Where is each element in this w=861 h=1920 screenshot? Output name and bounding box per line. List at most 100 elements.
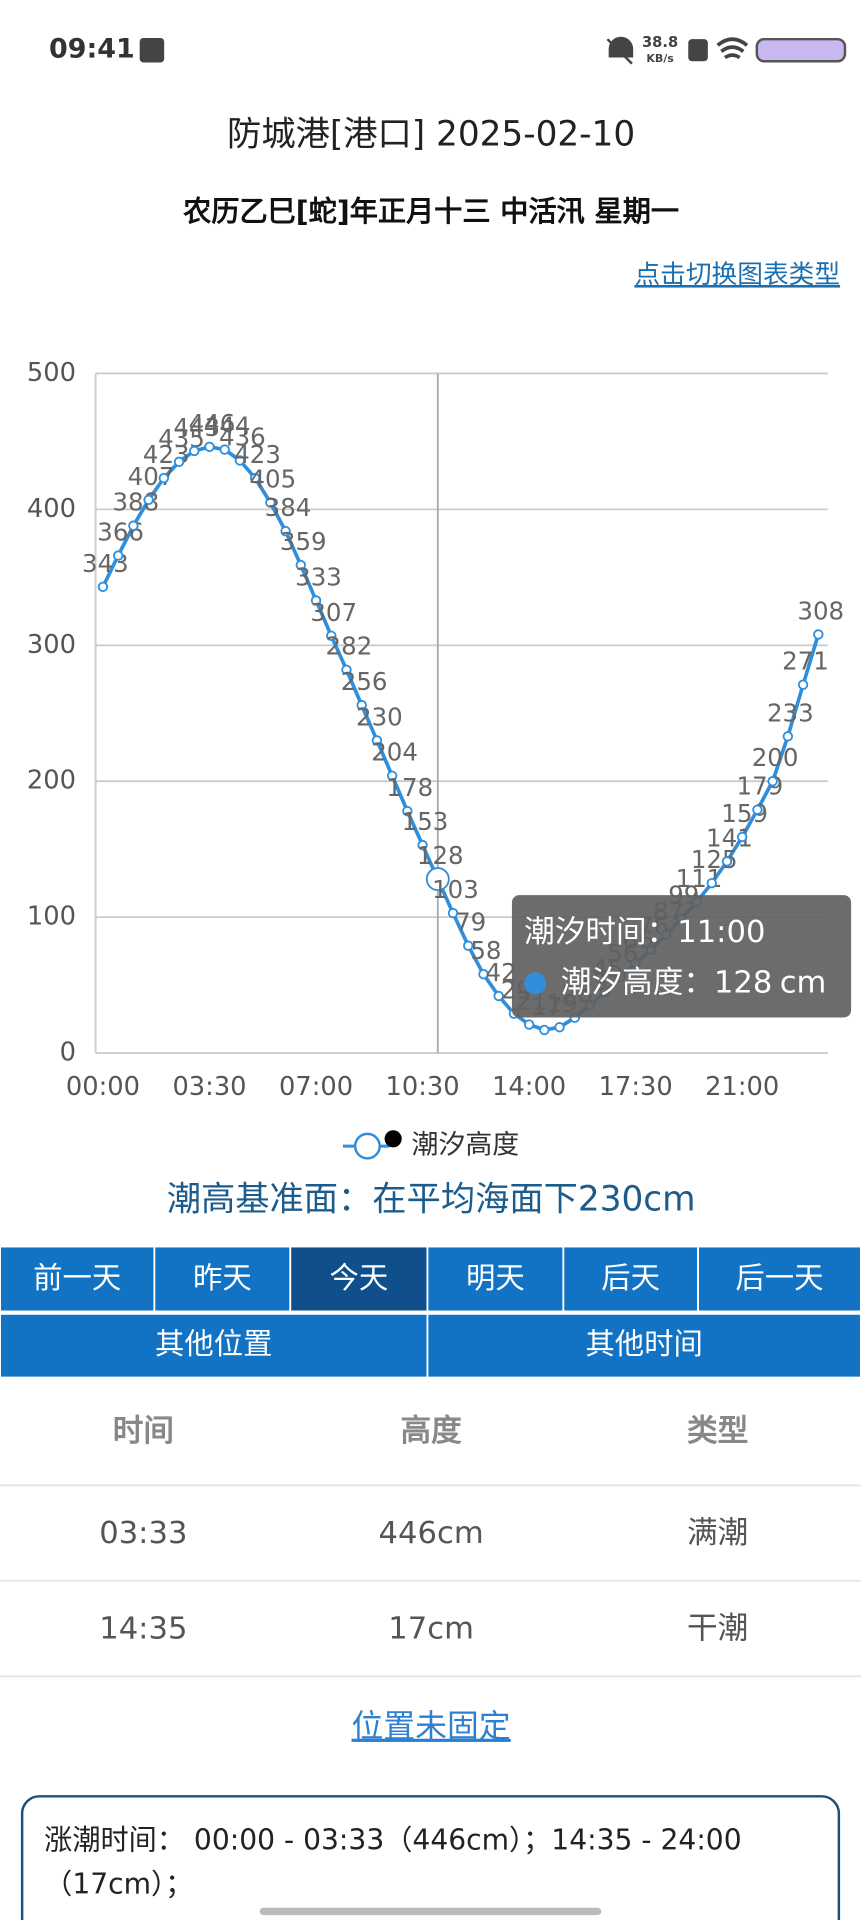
x-tick-label: 14:00 [492, 1072, 566, 1102]
data-point [402, 805, 413, 817]
y-tick-label: 100 [27, 902, 76, 932]
data-point [706, 877, 717, 889]
data-label: 204 [371, 738, 418, 767]
nav-button-label[interactable]: 后一天 [735, 1261, 823, 1295]
info-line: 涨潮时间： 00:00 - 03:33（446cm）；14:35 - 24:00 [44, 1824, 741, 1857]
data-point [341, 664, 352, 675]
nav-button-label[interactable]: 前一天 [33, 1261, 121, 1295]
data-label: 308 [797, 596, 844, 625]
data-point [295, 559, 307, 571]
y-tick-label: 400 [27, 494, 76, 524]
data-label: 405 [249, 465, 296, 494]
net-speed: 38.8 [642, 34, 678, 51]
table-header: 时间 [113, 1414, 174, 1449]
data-point [417, 839, 428, 851]
legend-dot [384, 1130, 402, 1148]
data-point [204, 441, 215, 453]
data-label: 178 [386, 773, 433, 802]
data-point [97, 581, 109, 593]
data-label: 42 [486, 958, 517, 987]
table-cell: 干潮 [687, 1611, 748, 1646]
nav-button[interactable] [426, 1245, 565, 1313]
data-label: 366 [97, 518, 144, 547]
data-point [234, 455, 246, 466]
data-point [249, 472, 261, 484]
nav-button-label[interactable]: 其他时间 [585, 1327, 703, 1361]
data-label: 230 [356, 702, 403, 731]
data-point [356, 699, 367, 711]
tooltip-marker [524, 972, 547, 995]
data-label: 179 [737, 772, 784, 801]
datum-note: 潮高基准面：在平均海面下230cm [167, 1180, 696, 1220]
data-label: 359 [280, 527, 327, 556]
nav-button[interactable] [0, 1312, 429, 1379]
nav-button[interactable] [426, 1312, 861, 1379]
data-point [386, 770, 398, 781]
switch-chart-link[interactable]: 点击切换图表类型 [634, 260, 840, 290]
info-line: （17cm）； [44, 1868, 193, 1901]
table-cell: 03:33 [99, 1516, 187, 1551]
legend-label[interactable]: 潮汐高度 [412, 1130, 520, 1161]
data-label: 271 [782, 647, 829, 676]
tooltip-height-label: 潮汐高度： [561, 965, 714, 1000]
data-label: 58 [470, 936, 501, 965]
tide-chart: 0 100 200 300 400 500 00:00 03:30 07:00 10:30 14:0… [27, 358, 852, 1102]
net-unit: KB/s [646, 52, 674, 65]
data-label: 153 [402, 807, 449, 836]
data-label: 233 [767, 698, 814, 727]
data-point [493, 990, 504, 1002]
table-cell: 446cm [379, 1516, 484, 1551]
data-label: 307 [310, 598, 357, 627]
tooltip-height-unit: cm [780, 965, 827, 1000]
data-label: 384 [265, 493, 312, 522]
table-cell: 14:35 [99, 1611, 187, 1646]
nav-button-label[interactable]: 今天 [329, 1261, 388, 1295]
data-point [158, 472, 170, 484]
y-tick-label: 0 [60, 1038, 76, 1068]
data-point [219, 444, 230, 455]
data-point [523, 1019, 535, 1030]
nav-button[interactable] [153, 1245, 292, 1313]
data-point [767, 776, 778, 787]
y-tick-label: 200 [27, 766, 76, 796]
nav-button[interactable] [697, 1245, 861, 1313]
data-point [310, 595, 322, 606]
data-label: 128 [417, 841, 464, 870]
data-point [265, 497, 276, 508]
y-tick-label: 300 [27, 630, 76, 660]
data-point [752, 804, 763, 815]
table-header: 高度 [401, 1414, 463, 1449]
data-point [782, 731, 794, 742]
battery-icon [755, 37, 847, 63]
nav-button-label[interactable]: 后天 [601, 1261, 660, 1295]
nav-button-label[interactable]: 其他位置 [155, 1327, 273, 1361]
nav-button[interactable] [289, 1245, 429, 1313]
data-point [554, 1022, 565, 1033]
legend-marker [353, 1132, 381, 1160]
data-point [425, 867, 450, 892]
data-point [797, 679, 809, 690]
tide-table: 时间 高度 类型 03:33 446cm 满潮 14:35 17cm 干潮 [0, 1414, 861, 1678]
data-label: 436 [219, 422, 266, 451]
x-tick-label: 00:00 [66, 1072, 140, 1102]
location-link[interactable]: 位置未固定 [352, 1707, 511, 1745]
info-box [20, 1795, 841, 1920]
nav-button-label[interactable]: 昨天 [193, 1261, 252, 1295]
data-point [143, 494, 154, 506]
tooltip-time-value: 11:00 [677, 915, 765, 950]
data-label: 79 [455, 908, 486, 937]
status-icon [139, 37, 165, 63]
data-label: 443 [173, 413, 220, 442]
data-label: 111 [676, 864, 723, 893]
nav-button-label[interactable]: 明天 [466, 1261, 525, 1295]
tooltip-time-label: 潮汐时间： [524, 915, 677, 950]
data-point [128, 520, 139, 531]
data-label: 423 [234, 440, 281, 469]
data-point [813, 629, 824, 640]
table-cell: 满潮 [687, 1516, 748, 1551]
nav-button[interactable] [0, 1245, 156, 1313]
data-point [173, 456, 185, 468]
